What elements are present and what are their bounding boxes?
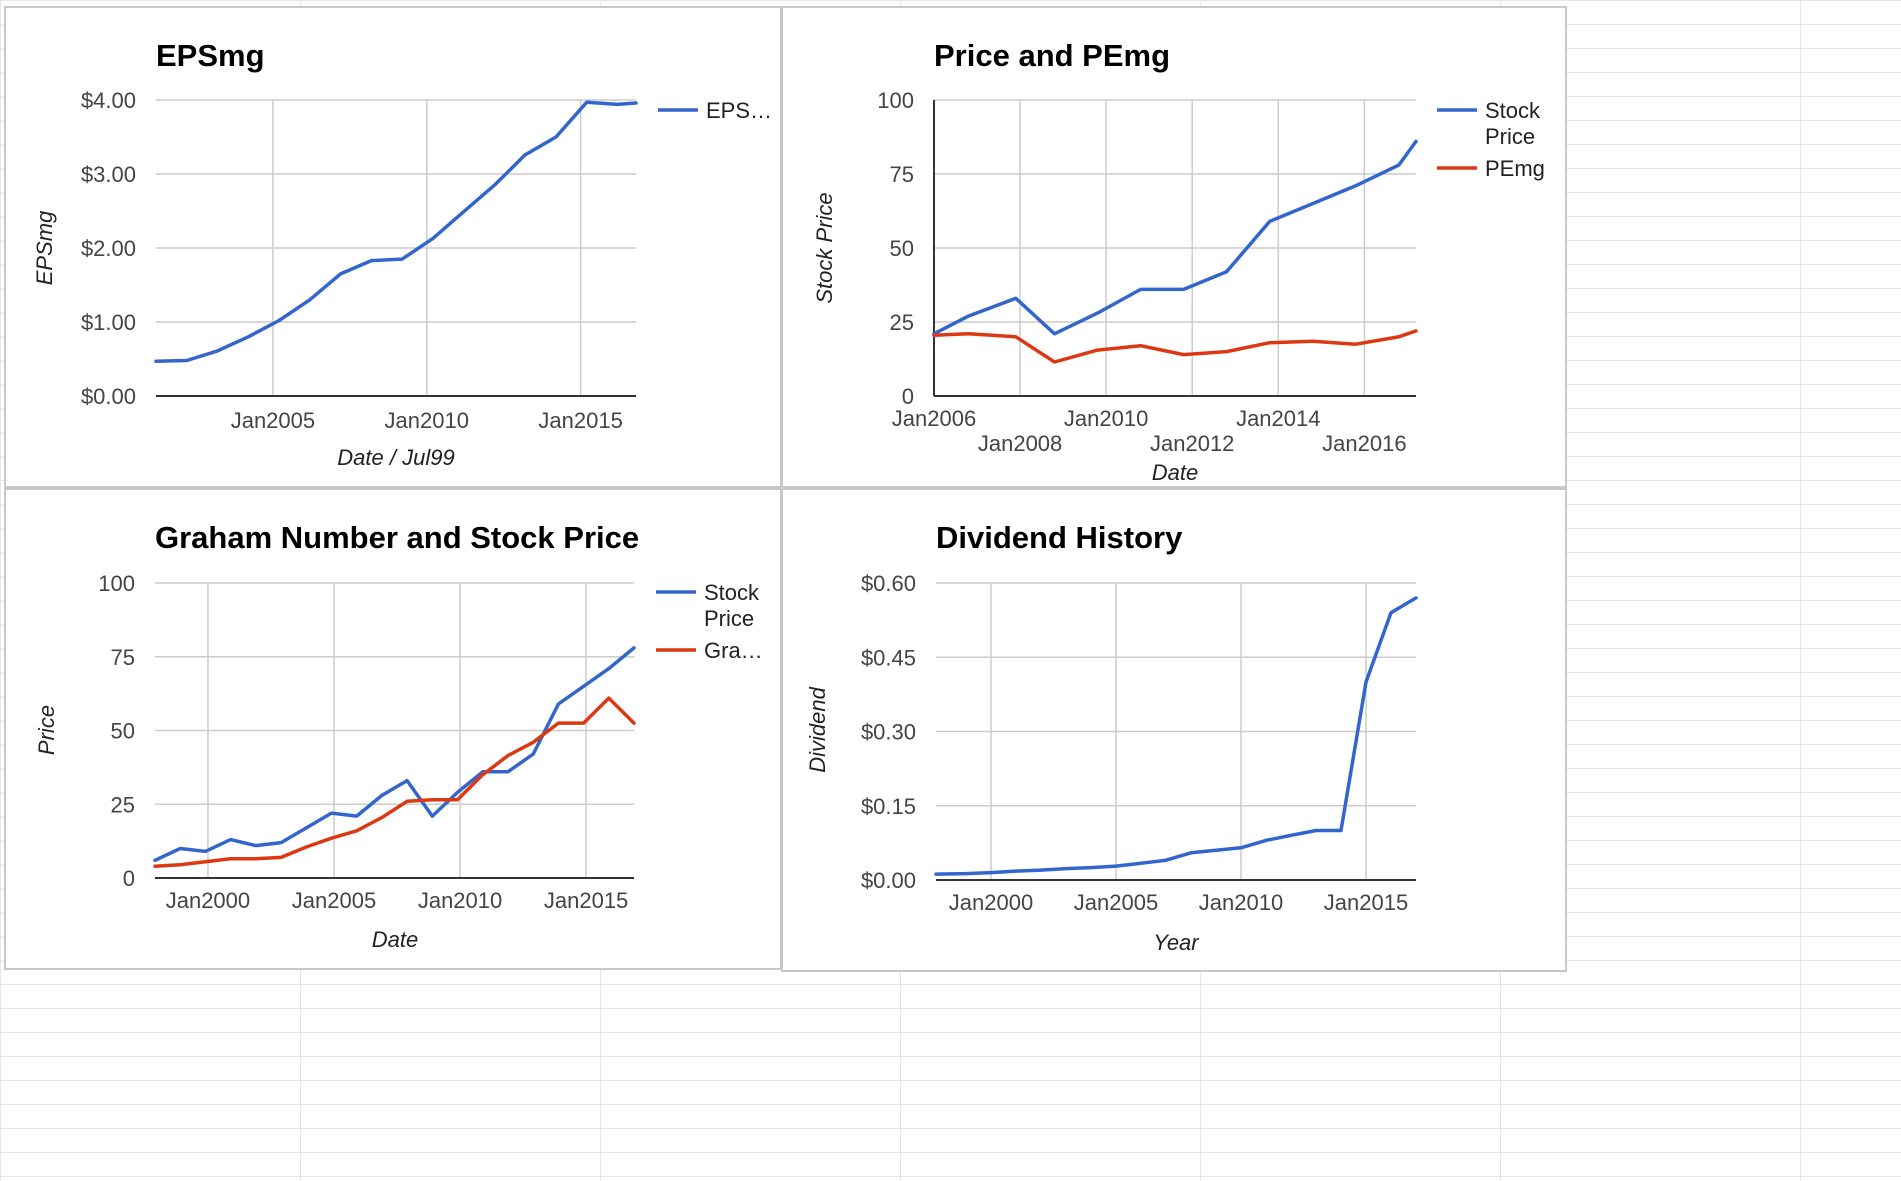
chart-graham: Graham Number and Stock Price 0 25 50 75 100 J… <box>34 520 763 952</box>
chart-panel-epsmg[interactable]: EPSmg $0.00 $1.00 $2.00 $3.00 $4.00 Jan2005 Jan… <box>4 6 782 488</box>
x-tick-label: Jan2015 <box>544 888 628 913</box>
x-tick-label: Jan2014 <box>1236 406 1320 431</box>
x-tick-label: Jan2010 <box>1064 406 1148 431</box>
y-axis-title: Price <box>34 705 59 755</box>
x-tick-label: Jan2005 <box>1074 890 1158 915</box>
y-tick-label: 100 <box>98 571 135 596</box>
y-tick-label: $3.00 <box>81 162 136 187</box>
y-tick-label: $0.60 <box>861 571 916 596</box>
chart-title: Price and PEmg <box>934 38 1170 73</box>
y-tick-label: 25 <box>111 792 135 817</box>
legend-label: Gra… <box>704 638 763 663</box>
chart-panel-dividend[interactable]: Dividend History $0.00 $0.15 $0.30 $0.45 $0.6… <box>781 488 1567 972</box>
y-tick-label: 0 <box>123 866 135 891</box>
y-tick-label: $0.45 <box>861 645 916 670</box>
x-tick-label: Jan2010 <box>418 888 502 913</box>
y-tick-label: $0.00 <box>861 868 916 893</box>
x-tick-label: Jan2012 <box>1150 431 1234 456</box>
y-tick-label: $4.00 <box>81 88 136 113</box>
y-tick-label: 50 <box>890 236 914 261</box>
y-tick-label: 75 <box>890 162 914 187</box>
x-tick-label: Jan2000 <box>166 888 250 913</box>
y-tick-label: 0 <box>902 384 914 409</box>
series-line-eps <box>154 100 638 363</box>
y-axis-title: Stock Price <box>812 192 837 303</box>
chart-title: Dividend History <box>936 520 1183 555</box>
x-axis-title: Date / Jul99 <box>337 445 454 470</box>
x-axis-title: Date <box>372 927 418 952</box>
y-tick-label: 25 <box>890 310 914 335</box>
legend-label: Stock Price <box>704 580 760 631</box>
legend-label: Stock Price <box>1485 98 1541 149</box>
series-line-stock-price <box>932 139 1418 336</box>
chart-title: Graham Number and Stock Price <box>155 520 639 555</box>
x-axis-title: Year <box>1153 930 1200 955</box>
series-line-pemg <box>932 329 1418 364</box>
x-tick-label: Jan2008 <box>978 431 1062 456</box>
legend-label: PEmg <box>1485 156 1545 181</box>
chart-price-pemg: Price and PEmg0255075100Jan2006Jan2008Ja… <box>812 38 1545 485</box>
chart-panel-graham[interactable]: Graham Number and Stock Price 0 25 50 75 100 J… <box>4 488 782 970</box>
chart-dividend: Dividend History $0.00 $0.15 $0.30 $0.45 $0.6… <box>805 520 1418 955</box>
chart-panel-price-pemg[interactable]: Price and PEmg 0 25 50 75 100 Jan2006 Jan2008 Ja… <box>781 6 1567 488</box>
x-axis-title: Date <box>1152 460 1198 485</box>
x-tick-label: Jan2016 <box>1322 431 1406 456</box>
y-tick-label: 50 <box>111 719 135 744</box>
series-line-gra <box>153 696 636 868</box>
y-tick-label: $0.00 <box>81 384 136 409</box>
y-tick-label: $0.30 <box>861 720 916 745</box>
y-tick-label: $1.00 <box>81 310 136 335</box>
x-tick-label: Jan2000 <box>949 890 1033 915</box>
chart-epsmg: EPSmg $0.00 $1.00 $2.00 $3.00 $4.00 Jan2005 Jan… <box>32 38 772 470</box>
x-tick-label: Jan2010 <box>385 408 469 433</box>
y-axis-title: EPSmg <box>32 210 57 285</box>
chart-title: EPSmg <box>156 38 265 73</box>
x-tick-label: Jan2010 <box>1199 890 1283 915</box>
legend-label: EPS… <box>706 98 772 123</box>
y-tick-label: $2.00 <box>81 236 136 261</box>
y-axis-title: Dividend <box>805 686 830 772</box>
y-tick-label: 75 <box>111 645 135 670</box>
x-tick-label: Jan2005 <box>292 888 376 913</box>
x-tick-label: Jan2005 <box>231 408 315 433</box>
x-tick-label: Jan2006 <box>892 406 976 431</box>
x-tick-label: Jan2015 <box>538 408 622 433</box>
y-tick-label: 100 <box>877 88 914 113</box>
y-tick-label: $0.15 <box>861 794 916 819</box>
x-tick-label: Jan2015 <box>1324 890 1408 915</box>
series-line-series-0 <box>934 596 1418 876</box>
series-line-stock-price <box>153 646 636 863</box>
